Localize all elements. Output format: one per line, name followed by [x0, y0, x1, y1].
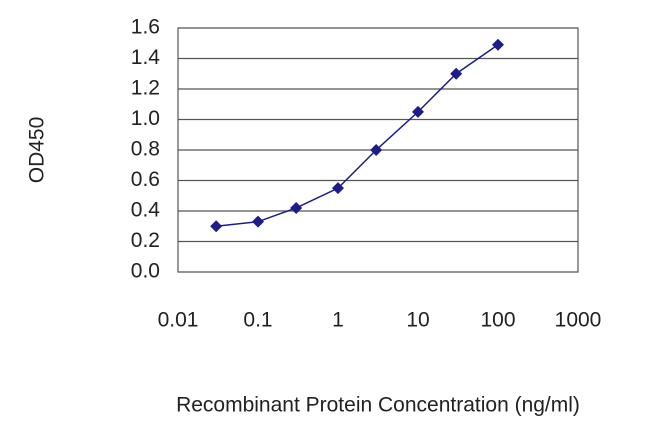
data-point: [412, 105, 424, 118]
y-tick-label: 1.2: [131, 77, 160, 100]
x-tick-label: 1: [332, 309, 344, 332]
data-point: [332, 182, 344, 195]
data-point: [210, 220, 223, 233]
y-axis-title: OD450: [26, 117, 49, 184]
y-tick-label: 1.6: [131, 16, 160, 39]
data-point: [252, 215, 264, 228]
data-point: [492, 38, 504, 51]
y-tick-label: 0.8: [131, 138, 160, 161]
y-tick-label: 0.4: [131, 199, 161, 222]
data-point: [450, 67, 463, 80]
y-tick-label: 0.6: [131, 168, 160, 191]
y-tick-label: 1.4: [131, 46, 161, 69]
y-tick-label: 0.0: [131, 260, 160, 283]
x-axis-title: Recombinant Protein Concentration (ng/ml…: [176, 394, 580, 417]
y-tick-label: 0.2: [131, 229, 160, 252]
data-line: [216, 44, 499, 227]
x-tick-label: 10: [406, 309, 429, 332]
y-tick-label: 1.0: [131, 107, 160, 130]
x-tick-label: 0.1: [243, 309, 272, 332]
data-point: [370, 144, 383, 156]
x-tick-label: 1000: [555, 309, 602, 332]
x-tick-label: 100: [480, 309, 515, 332]
x-tick-label: 0.01: [158, 309, 199, 332]
data-point: [290, 201, 303, 214]
